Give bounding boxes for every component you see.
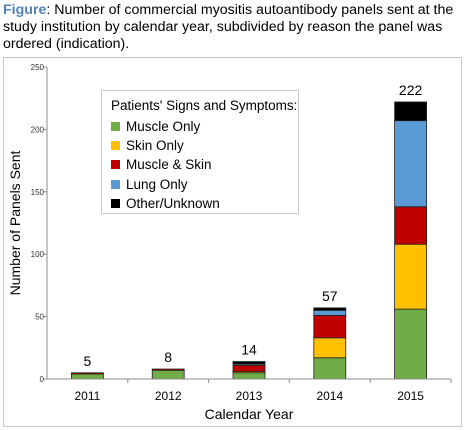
total-label: 57 xyxy=(322,288,338,304)
total-label: 222 xyxy=(399,82,423,98)
legend-swatch xyxy=(111,122,120,132)
bar-segment-2012-0 xyxy=(151,369,185,380)
total-label: 5 xyxy=(84,353,92,369)
y-tick-label: 200 xyxy=(31,125,45,134)
total-label: 8 xyxy=(164,349,172,365)
bar-segment-2013-4 xyxy=(232,361,266,365)
bar-segment-2014-3 xyxy=(313,309,347,316)
bar-segment-2015-3 xyxy=(394,120,428,208)
bar-segment-2014-1 xyxy=(313,337,347,359)
legend-label: Muscle & Skin xyxy=(126,157,212,173)
chart-legend: Patients' Signs and Symptoms: Muscle Onl… xyxy=(101,90,299,214)
y-tick-label: 150 xyxy=(31,188,45,197)
x-tick-label: 2014 xyxy=(316,389,343,403)
legend-item-muscle-only: Muscle Only xyxy=(111,117,298,136)
legend-swatch xyxy=(111,160,120,170)
legend-swatch xyxy=(111,141,120,151)
legend-label: Skin Only xyxy=(126,138,184,154)
x-axis-label: Calendar Year xyxy=(205,406,294,422)
x-tick-label: 2013 xyxy=(236,389,263,403)
bar-segment-2014-0 xyxy=(313,357,347,380)
legend-swatch xyxy=(111,198,120,208)
x-tick-label: 2012 xyxy=(155,389,182,403)
total-labels: 5 8 14 57 222 xyxy=(84,82,423,369)
bar-segment-2011-2 xyxy=(71,372,104,375)
bar-stacks xyxy=(71,101,428,380)
bar-segment-2015-4 xyxy=(394,101,428,122)
legend-swatch xyxy=(111,179,120,189)
legend-item-lung-only: Lung Only xyxy=(111,175,298,194)
bar-segment-2015-2 xyxy=(394,206,428,245)
y-axis-ticks: 0 50 100 150 200 250 xyxy=(31,63,47,384)
bar-segment-2011-0 xyxy=(71,373,104,380)
y-axis-label: Number of Panels Sent xyxy=(7,151,23,296)
legend-label: Lung Only xyxy=(126,176,188,192)
x-axis-ticks: 2011 2012 2013 2014 2015 xyxy=(74,379,452,403)
y-tick-label: 0 xyxy=(40,375,45,384)
legend-label: Other/Unknown xyxy=(126,195,220,211)
chart-frame xyxy=(3,57,462,427)
bar-segment-2012-2 xyxy=(151,368,185,371)
x-tick-label: 2015 xyxy=(397,389,424,403)
x-tick-label: 2011 xyxy=(74,389,100,403)
bar-segment-2013-0 xyxy=(232,372,266,380)
caption-text: : Number of commercial myositis autoanti… xyxy=(3,2,454,52)
caption-label: Figure xyxy=(3,2,47,18)
y-tick-label: 100 xyxy=(31,250,45,259)
bar-segment-2014-2 xyxy=(313,314,347,339)
bar-segment-2014-4 xyxy=(313,307,347,311)
legend-item-skin-only: Skin Only xyxy=(111,136,298,155)
legend-title: Patients' Signs and Symptoms: xyxy=(111,98,298,113)
legend-label: Muscle Only xyxy=(126,119,201,135)
bar-segment-2015-1 xyxy=(394,243,428,310)
legend-item-other-unknown: Other/Unknown xyxy=(111,194,298,213)
total-label: 14 xyxy=(241,342,257,358)
legend-item-muscle-skin: Muscle & Skin xyxy=(111,155,298,174)
figure-caption: Figure: Number of commercial myositis au… xyxy=(3,2,465,53)
y-tick-label: 50 xyxy=(35,313,44,322)
y-tick-label: 250 xyxy=(31,63,45,72)
bar-segment-2013-2 xyxy=(232,364,266,372)
bar-segment-2015-0 xyxy=(394,308,428,380)
